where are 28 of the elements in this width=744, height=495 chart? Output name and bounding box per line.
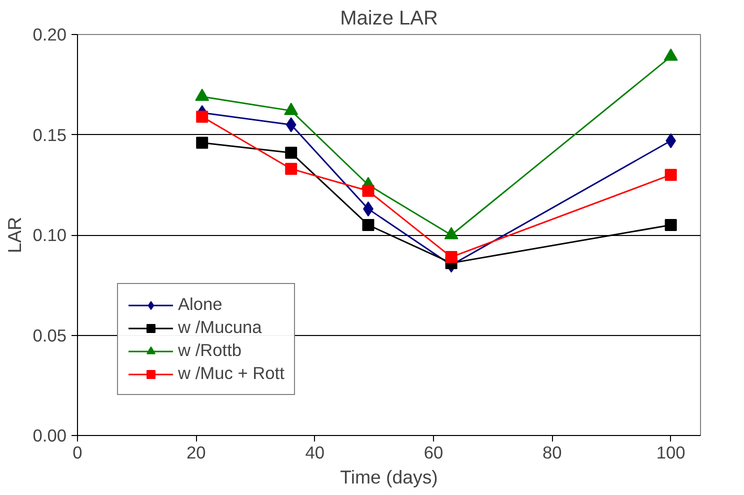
x-axis-title: Time (days) — [340, 466, 438, 488]
point — [285, 162, 298, 175]
point — [664, 168, 677, 181]
y-axis-title: LAR — [4, 216, 25, 254]
y-tick-label: 0.05 — [32, 325, 67, 346]
y-tick-label: 0.15 — [32, 124, 67, 145]
point — [285, 146, 298, 159]
point — [286, 117, 296, 132]
x-tick-label: 40 — [305, 442, 324, 462]
y-tick-label: 0.10 — [32, 225, 67, 245]
x-tick-label: 20 — [186, 442, 206, 462]
point — [445, 251, 458, 264]
point — [196, 110, 208, 123]
legend-label: w /Rottb — [178, 340, 242, 361]
chart-title: Maize LAR — [340, 8, 438, 30]
point — [362, 218, 374, 231]
x-tick-label: 60 — [424, 442, 444, 462]
legend-label: w /Mucuna — [178, 317, 262, 338]
y-tick-label: 0.00 — [32, 426, 67, 446]
point — [196, 136, 208, 149]
point — [362, 184, 374, 197]
point — [664, 218, 677, 231]
legend-label: Alone — [178, 294, 222, 315]
x-tick-label: 0 — [72, 442, 82, 462]
legend-label: w /Muc + Rott — [178, 363, 284, 384]
x-tick-label: 100 — [656, 442, 686, 462]
x-tick-label: 80 — [542, 442, 562, 462]
y-tick-label: 0.20 — [32, 24, 67, 44]
